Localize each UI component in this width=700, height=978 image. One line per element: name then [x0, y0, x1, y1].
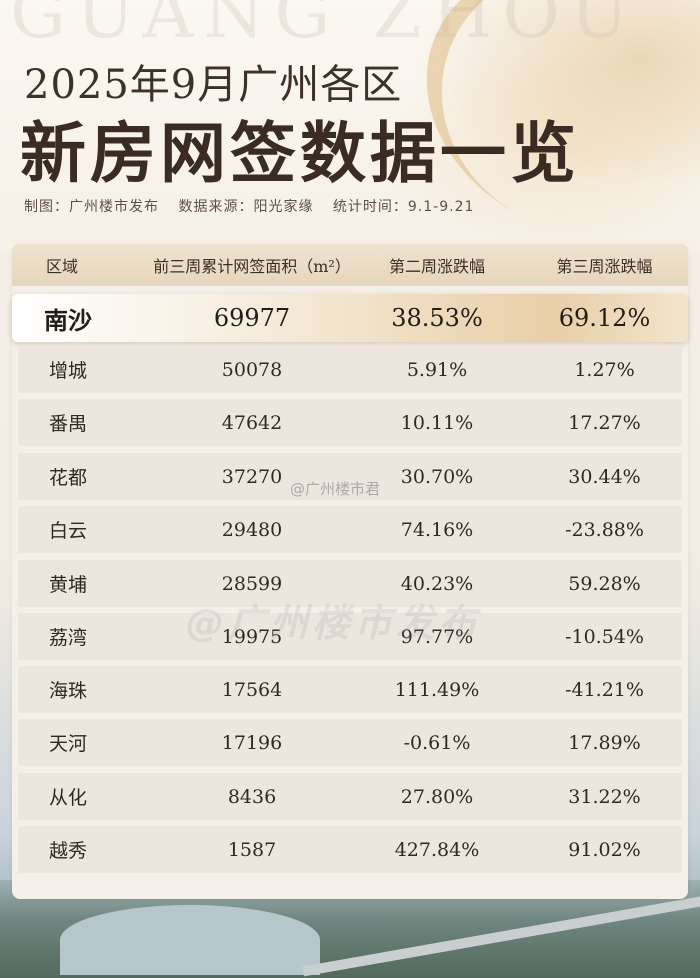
week3-cell: 1.27%: [574, 358, 635, 381]
area-cell: 29480: [221, 518, 283, 541]
column-header-area: 前三周累计网签面积（m²）: [153, 257, 351, 276]
district-cell: 黄埔: [48, 574, 87, 596]
area-cell: 50078: [221, 358, 283, 381]
column-header-week3: 第三周涨跌幅: [556, 257, 653, 276]
week2-cell: 27.80%: [400, 785, 474, 808]
week2-cell: 38.53%: [391, 304, 483, 332]
district-cell: 增城: [48, 360, 87, 382]
table-row: 花都 37270 30.70% 30.44%: [18, 453, 682, 500]
table-row: 增城 50078 5.91% 1.27%: [18, 346, 682, 393]
page-title: 新房网签数据一览: [20, 114, 580, 192]
area-cell: 69977: [213, 304, 291, 332]
column-header-week2: 第二周涨跌幅: [388, 257, 485, 276]
district-cell: 越秀: [48, 840, 87, 862]
area-cell: 37270: [221, 465, 283, 488]
area-cell: 17564: [221, 678, 283, 701]
river-decoration: [60, 905, 320, 975]
table-row: 白云 29480 74.16% -23.88%: [18, 506, 682, 553]
week3-cell: -10.54%: [565, 625, 644, 648]
table-row: 天河 17196 -0.61% 17.89%: [18, 719, 682, 766]
area-cell: 8436: [227, 785, 277, 808]
area-cell: 1587: [227, 838, 277, 861]
district-cell: 荔湾: [48, 627, 87, 649]
area-cell: 17196: [221, 731, 283, 754]
week3-cell: 91.02%: [568, 838, 641, 861]
district-cell: 天河: [48, 733, 87, 755]
table-row: 越秀 1587 427.84% 91.02%: [18, 826, 682, 873]
week2-cell: 30.70%: [400, 465, 474, 488]
credit-period: 统计时间：9.1-9.21: [332, 199, 475, 215]
week3-cell: 30.44%: [568, 465, 641, 488]
table-row: 番禺 47642 10.11% 17.27%: [18, 399, 682, 446]
table-row: 荔湾 19975 97.77% -10.54%: [18, 613, 682, 660]
week2-cell: 40.23%: [400, 572, 474, 595]
week2-cell: 427.84%: [394, 838, 480, 861]
table-row: 从化 8436 27.80% 31.22%: [18, 773, 682, 820]
background-word: GUANG ZHOU: [10, 0, 639, 54]
week2-cell: 74.16%: [400, 518, 474, 541]
district-cell: 番禺: [48, 413, 87, 435]
column-header-district: 区域: [45, 257, 78, 276]
district-cell: 南沙: [44, 305, 92, 335]
week3-cell: 59.28%: [568, 572, 641, 595]
week2-cell: 10.11%: [400, 411, 474, 434]
district-cell: 从化: [48, 787, 87, 809]
week3-cell: 17.89%: [568, 731, 641, 754]
week3-cell: 69.12%: [558, 304, 651, 332]
credit-source: 数据来源：阳光家缘: [178, 199, 314, 215]
table-row: 海珠 17564 111.49% -41.21%: [18, 666, 682, 713]
district-cell: 海珠: [48, 680, 87, 702]
credit-maker: 制图：广州楼市发布: [24, 199, 159, 215]
district-cell: 花都: [48, 467, 87, 489]
watermark-big: @广州楼市发布: [186, 601, 481, 645]
district-cell: 白云: [48, 520, 87, 542]
week2-cell: -0.61%: [403, 731, 471, 754]
page-subtitle: 2025年9月广州各区: [24, 62, 403, 108]
table-row: 黄埔 28599 40.23% 59.28%: [18, 560, 682, 607]
area-cell: 19975: [221, 625, 283, 648]
area-cell: 28599: [221, 572, 283, 595]
week3-cell: 31.22%: [568, 785, 641, 808]
week3-cell: -23.88%: [565, 518, 644, 541]
header-banner: GUANG ZHOU 2025年9月广州各区 新房网签数据一览 制图：广州楼市发…: [0, 0, 700, 286]
week3-cell: -41.21%: [565, 678, 644, 701]
watermark-small: @广州楼市君: [290, 480, 381, 498]
week3-cell: 17.27%: [568, 411, 641, 434]
credit-line: 制图：广州楼市发布 数据来源：阳光家缘 统计时间：9.1-9.21: [24, 196, 488, 216]
week2-cell: 5.91%: [406, 358, 468, 381]
week2-cell: 111.49%: [394, 678, 480, 701]
week2-cell: 97.77%: [400, 625, 474, 648]
table-header: 区域 前三周累计网签面积（m²） 第二周涨跌幅 第三周涨跌幅: [12, 244, 688, 286]
table-row-highlight: 南沙 69977 38.53% 69.12%: [12, 294, 688, 342]
area-cell: 47642: [221, 411, 283, 434]
